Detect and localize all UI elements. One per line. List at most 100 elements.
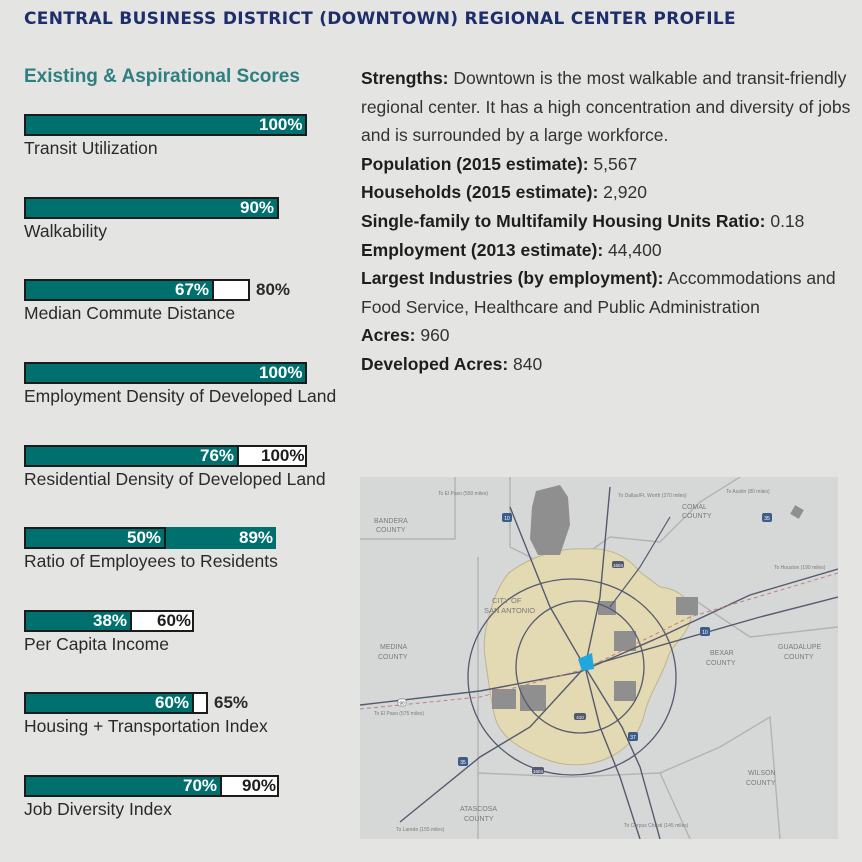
loop-410 xyxy=(515,600,645,734)
developed-acres-line: Developed Acres: 840 xyxy=(361,353,543,374)
highway-shield: 410 xyxy=(574,713,586,720)
regional-center-block xyxy=(614,631,636,651)
highway-shield: 35 xyxy=(458,757,468,766)
scores-heading: Existing & Aspirational Scores xyxy=(24,66,300,87)
city-label: CITY OF xyxy=(492,596,522,605)
score-label: Ratio of Employees to Residents xyxy=(24,551,278,571)
highway-shield: 10 xyxy=(700,627,710,636)
destination-label: To El Paso (550 miles) xyxy=(438,491,488,497)
aspirational-value: 100% xyxy=(261,446,305,465)
svg-text:1604: 1604 xyxy=(613,563,624,568)
score-item: 70% 90% Job Diversity Index xyxy=(24,775,344,820)
highway-shield: 90 xyxy=(397,698,407,707)
regional-center-block xyxy=(614,681,636,701)
page-title: CENTRAL BUSINESS DISTRICT (DOWNTOWN) REG… xyxy=(24,9,736,29)
score-bar: 67% 80% xyxy=(24,279,344,305)
interstate-10 xyxy=(360,568,838,706)
svg-text:90: 90 xyxy=(399,701,405,706)
households-line: Households (2015 estimate): 2,920 xyxy=(361,182,647,203)
city-label: SAN ANTONIO xyxy=(484,606,535,615)
score-label: Median Commute Distance xyxy=(24,303,236,323)
destination-label: To Laredo (155 miles) xyxy=(396,827,445,833)
county-boundary xyxy=(659,772,691,839)
industries-line: Largest Industries (by employment): Acco… xyxy=(361,268,836,317)
county-label: COUNTY xyxy=(706,660,736,667)
score-bar: 50% 89% xyxy=(24,527,344,553)
existing-value: 100% xyxy=(259,363,303,382)
score-bar: 38% 60% xyxy=(24,610,344,636)
score-bar: 100% xyxy=(24,114,344,140)
county-boundary xyxy=(477,715,781,839)
existing-bar xyxy=(24,692,194,714)
county-label: ATASCOSA xyxy=(460,806,497,813)
destination-label: To El Paso (575 miles) xyxy=(374,711,424,717)
existing-value: 67% xyxy=(175,280,210,299)
highway-shield: 1604 xyxy=(612,561,624,568)
svg-text:35: 35 xyxy=(460,760,466,766)
svg-text:10: 10 xyxy=(702,630,708,636)
score-bar: 76% 100% xyxy=(24,445,344,471)
score-item: 90% Walkability xyxy=(24,197,344,242)
destination-label: To Dallas/Ft. Worth (270 miles) xyxy=(618,493,687,499)
score-label: Residential Density of Developed Land xyxy=(24,469,326,489)
county-label: COUNTY xyxy=(746,780,776,787)
destination-label: To Austin (80 miles) xyxy=(726,489,770,495)
county-label: BANDERA xyxy=(374,518,408,525)
existing-value: 60% xyxy=(155,693,190,712)
rail-line xyxy=(360,572,838,710)
aspirational-value: 60% xyxy=(157,611,192,630)
score-bar: 90% xyxy=(24,197,344,223)
score-label: Job Diversity Index xyxy=(24,799,172,819)
score-label: Per Capita Income xyxy=(24,634,169,654)
profile-text: Strengths: Downtown is the most walkable… xyxy=(361,64,851,379)
camp-bullis xyxy=(530,485,570,555)
county-label: COMAL xyxy=(682,504,707,511)
score-item: 76% 100% Residential Density of Developed … xyxy=(24,445,344,490)
existing-bar xyxy=(24,279,214,301)
existing-value: 100% xyxy=(259,115,303,134)
highway-shield: 10 xyxy=(502,513,512,522)
highway-shield: 35 xyxy=(762,513,772,522)
svg-text:1604: 1604 xyxy=(533,769,544,774)
regional-center-block xyxy=(790,505,804,519)
employment-line: Employment (2013 estimate): 44,400 xyxy=(361,239,662,260)
county-label: COUNTY xyxy=(682,513,712,520)
aspirational-value: 89% xyxy=(239,528,274,547)
score-label: Transit Utilization xyxy=(24,138,158,158)
destination-label: To Corpus Christi (145 miles) xyxy=(624,823,689,829)
score-item: 60% 65% Housing + Transportation Index xyxy=(24,692,344,737)
downtown-highlight xyxy=(578,653,594,671)
destination-label: To Houston (190 miles) xyxy=(774,565,826,571)
aspirational-value: 65% xyxy=(214,693,249,712)
regional-center-block xyxy=(520,685,546,711)
score-bar: 100% xyxy=(24,362,344,388)
county-label: WILSON xyxy=(748,770,776,777)
score-bar: 70% 90% xyxy=(24,775,344,801)
regional-map: BANDERA COUNTY COMAL COUNTY MEDINA COUNT… xyxy=(360,477,838,839)
existing-value: 50% xyxy=(127,528,162,547)
loop-1604 xyxy=(467,578,677,776)
highway-shield: 1604 xyxy=(532,767,544,774)
highway-road xyxy=(609,516,671,608)
aspirational-value: 90% xyxy=(242,776,277,795)
existing-bar xyxy=(24,114,307,136)
county-boundary xyxy=(689,596,838,638)
score-label: Walkability xyxy=(24,221,107,241)
county-boundary xyxy=(509,477,741,573)
svg-text:35: 35 xyxy=(764,516,770,522)
interstate-37 xyxy=(584,666,661,839)
existing-bar xyxy=(24,610,132,632)
county-label: COUNTY xyxy=(376,527,406,534)
county-label: COUNTY xyxy=(464,816,494,823)
svg-text:37: 37 xyxy=(630,735,636,741)
county-label: COUNTY xyxy=(378,654,408,661)
existing-value: 76% xyxy=(200,446,235,465)
existing-bar xyxy=(24,775,222,797)
existing-value: 38% xyxy=(93,611,128,630)
regional-center-block xyxy=(492,689,516,709)
regional-center-block xyxy=(676,597,698,615)
housing-ratio-line: Single-family to Multifamily Housing Uni… xyxy=(361,210,805,231)
score-item: 100% Transit Utilization xyxy=(24,114,344,159)
highway-281 xyxy=(584,486,611,668)
svg-text:410: 410 xyxy=(576,715,584,720)
